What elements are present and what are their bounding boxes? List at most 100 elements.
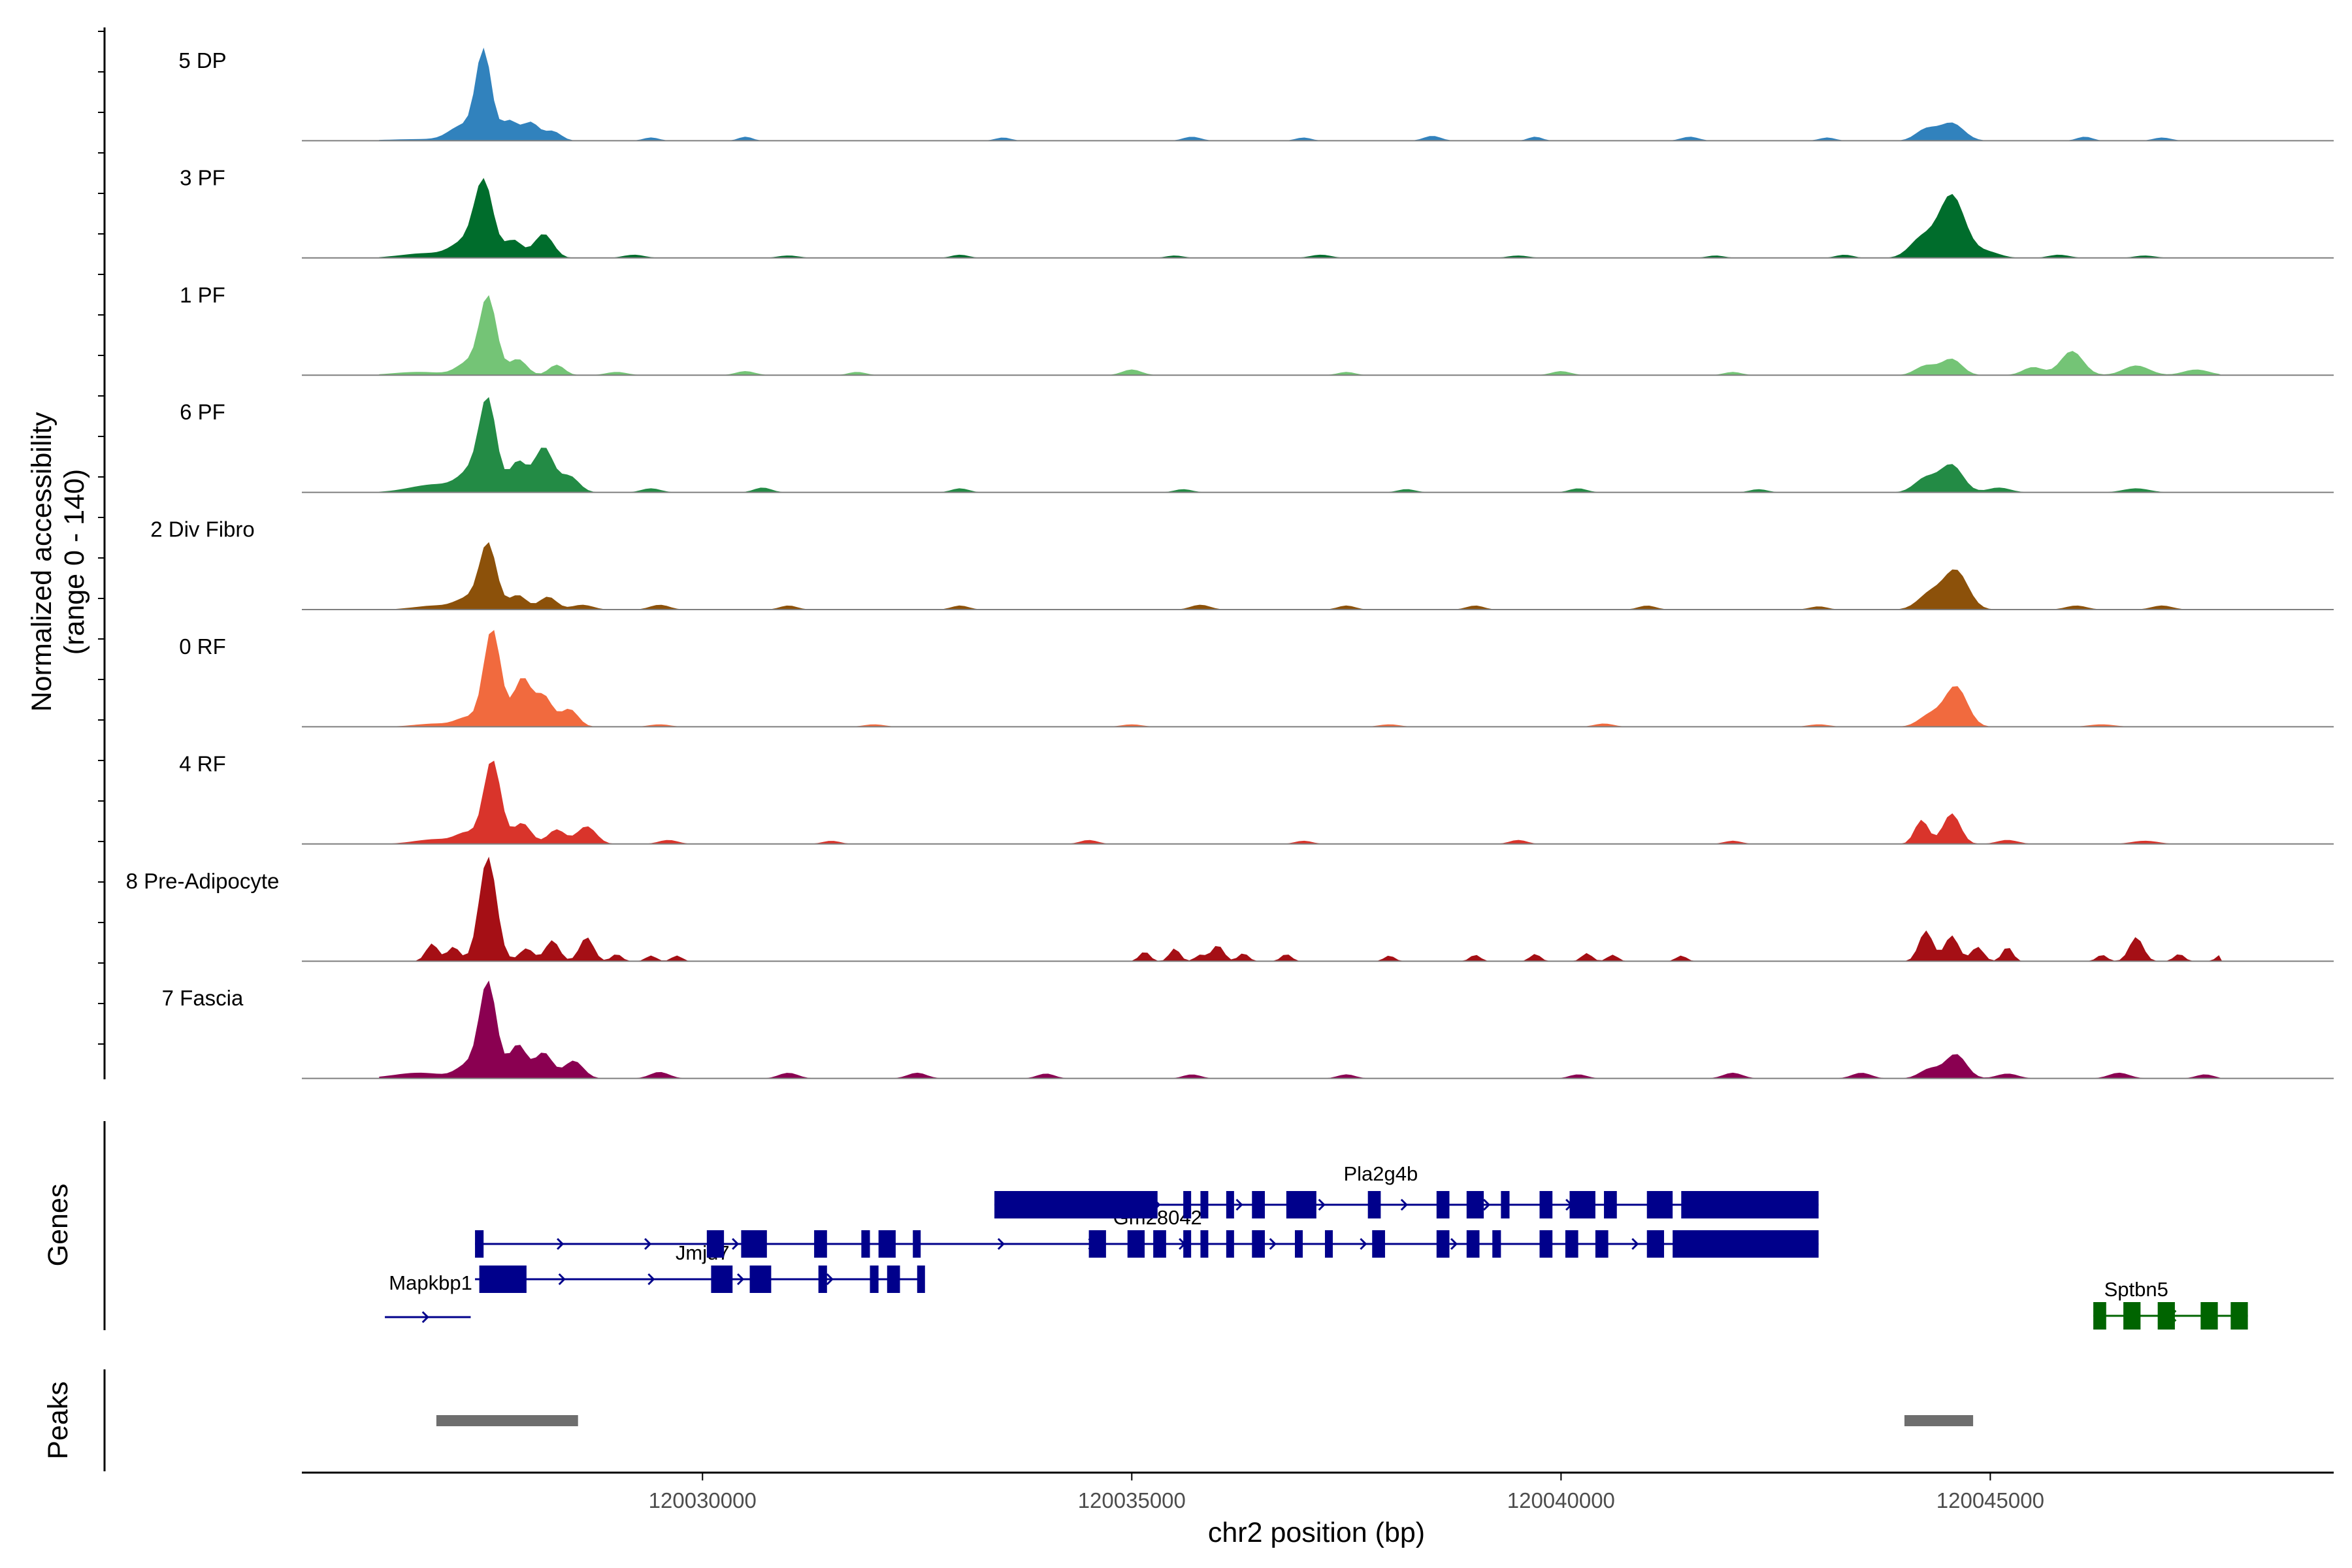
track-area: [379, 980, 2223, 1079]
exon-block: [1286, 1191, 1316, 1218]
gene-pla2g4b: Pla2g4b: [994, 1162, 1819, 1218]
exon-block: [1200, 1230, 1209, 1258]
strand-arrow: [1360, 1237, 1367, 1250]
exon-block: [1673, 1230, 1819, 1258]
exon-block: [1200, 1191, 1209, 1218]
exon-block: [1367, 1191, 1381, 1218]
exon-block: [1646, 1191, 1673, 1218]
exon-block: [1681, 1191, 1819, 1218]
strand-arrow: [736, 1273, 745, 1286]
genes-track-label: Genes: [42, 1184, 74, 1267]
exon-block: [1226, 1230, 1234, 1258]
track-area: [379, 178, 2223, 258]
track-area: [379, 760, 2223, 844]
track-label: 8 Pre-Adipocyte: [126, 869, 280, 893]
gene-label: Sptbn5: [2104, 1278, 2168, 1301]
exon-block: [706, 1230, 725, 1258]
track-label: 4 RF: [179, 751, 226, 776]
strand-arrow: [1631, 1237, 1639, 1250]
exon-block: [2230, 1302, 2248, 1330]
coverage-y-axis-title: Normalized accessibility: [26, 412, 57, 711]
track-area: [379, 47, 2223, 141]
track-label: 7 Fascia: [162, 986, 244, 1010]
x-axis: 120030000 120035000 120040000 120045000: [302, 1471, 2334, 1512]
strand-arrow: [1235, 1198, 1243, 1211]
exon-block: [711, 1266, 733, 1293]
track-area: [379, 630, 2223, 727]
x-axis-title: chr2 position (bp): [1208, 1517, 1425, 1548]
exon-block: [917, 1266, 925, 1293]
exon-block: [818, 1266, 827, 1293]
exon-block: [814, 1230, 827, 1258]
exon-block: [994, 1191, 1158, 1218]
exon-block: [749, 1266, 772, 1293]
exon-block: [1088, 1230, 1106, 1258]
track-label: 3 PF: [180, 165, 225, 189]
track-1-pf: 1 PF: [180, 283, 2334, 376]
exon-block: [2093, 1302, 2106, 1330]
track-label: 2 Div Fibro: [150, 517, 255, 542]
exon-block: [878, 1230, 896, 1258]
strand-arrow: [557, 1237, 564, 1250]
track-0-rf: 0 RF: [179, 630, 2334, 728]
peaks-track: [436, 1415, 1974, 1426]
track-label: 5 DP: [178, 48, 226, 73]
exon-block: [1226, 1191, 1234, 1218]
coverage-y-axis: [98, 27, 106, 1079]
exon-block: [2157, 1302, 2175, 1330]
track-label: 0 RF: [179, 634, 226, 659]
track-6-pf: 6 PF: [180, 397, 2334, 493]
strand-arrow: [1269, 1237, 1277, 1250]
track-2-div-fibro: 2 Div Fibro: [150, 517, 2334, 610]
track-3-pf: 3 PF: [180, 165, 2334, 259]
peak-region: [436, 1415, 578, 1426]
peaks-track-label: Peaks: [42, 1381, 74, 1460]
track-area: [379, 295, 2223, 376]
exon-block: [870, 1266, 879, 1293]
strand-arrow: [1450, 1237, 1458, 1250]
x-tick-label: 120035000: [1078, 1488, 1186, 1512]
exon-block: [887, 1266, 900, 1293]
track-label: 1 PF: [180, 283, 225, 307]
peak-region: [1904, 1415, 1974, 1426]
strand-arrow: [558, 1273, 566, 1286]
exon-block: [1183, 1191, 1192, 1218]
x-tick-label: 120045000: [1936, 1488, 2044, 1512]
coverage-y-axis-range: (range 0 - 140): [59, 469, 90, 655]
exon-block: [1153, 1230, 1166, 1258]
track-5-dp: 5 DP: [178, 47, 2334, 142]
x-tick-label: 120030000: [649, 1488, 757, 1512]
strand-arrow: [826, 1273, 834, 1286]
exon-block: [1183, 1230, 1192, 1258]
strand-arrow: [647, 1273, 655, 1286]
exon-block: [1324, 1230, 1333, 1258]
exon-block: [741, 1230, 767, 1258]
track-area: [379, 397, 2223, 493]
track-label: 6 PF: [180, 400, 225, 424]
strand-arrow: [644, 1237, 652, 1250]
exon-block: [1294, 1230, 1303, 1258]
exon-block: [1539, 1191, 1553, 1218]
strand-arrow: [421, 1311, 429, 1324]
exon-block: [1466, 1191, 1484, 1218]
exon-block: [1539, 1230, 1553, 1258]
exon-block: [861, 1230, 870, 1258]
exon-block: [479, 1266, 527, 1293]
gene-label: Pla2g4b: [1343, 1162, 1418, 1185]
track-4-rf: 4 RF: [179, 751, 2334, 845]
exon-block: [1501, 1191, 1510, 1218]
gene-sptbn5: Sptbn5: [2093, 1278, 2248, 1330]
exon-block: [1436, 1230, 1450, 1258]
track-area: [379, 857, 2223, 962]
exon-block: [1569, 1191, 1595, 1218]
strand-arrow: [997, 1237, 1005, 1250]
exon-block: [1372, 1230, 1385, 1258]
gene-mapkbp1: Mapkbp1: [385, 1271, 472, 1324]
coverage-tracks: 5 DP 3 PF 1 PF 6 PF 2 Div Fibro 0 RF 4 RF 8 Pre…: [126, 47, 2334, 1079]
exon-block: [1492, 1230, 1501, 1258]
exon-block: [1604, 1191, 1617, 1218]
x-tick-label: 120040000: [1507, 1488, 1615, 1512]
exon-block: [475, 1230, 484, 1258]
